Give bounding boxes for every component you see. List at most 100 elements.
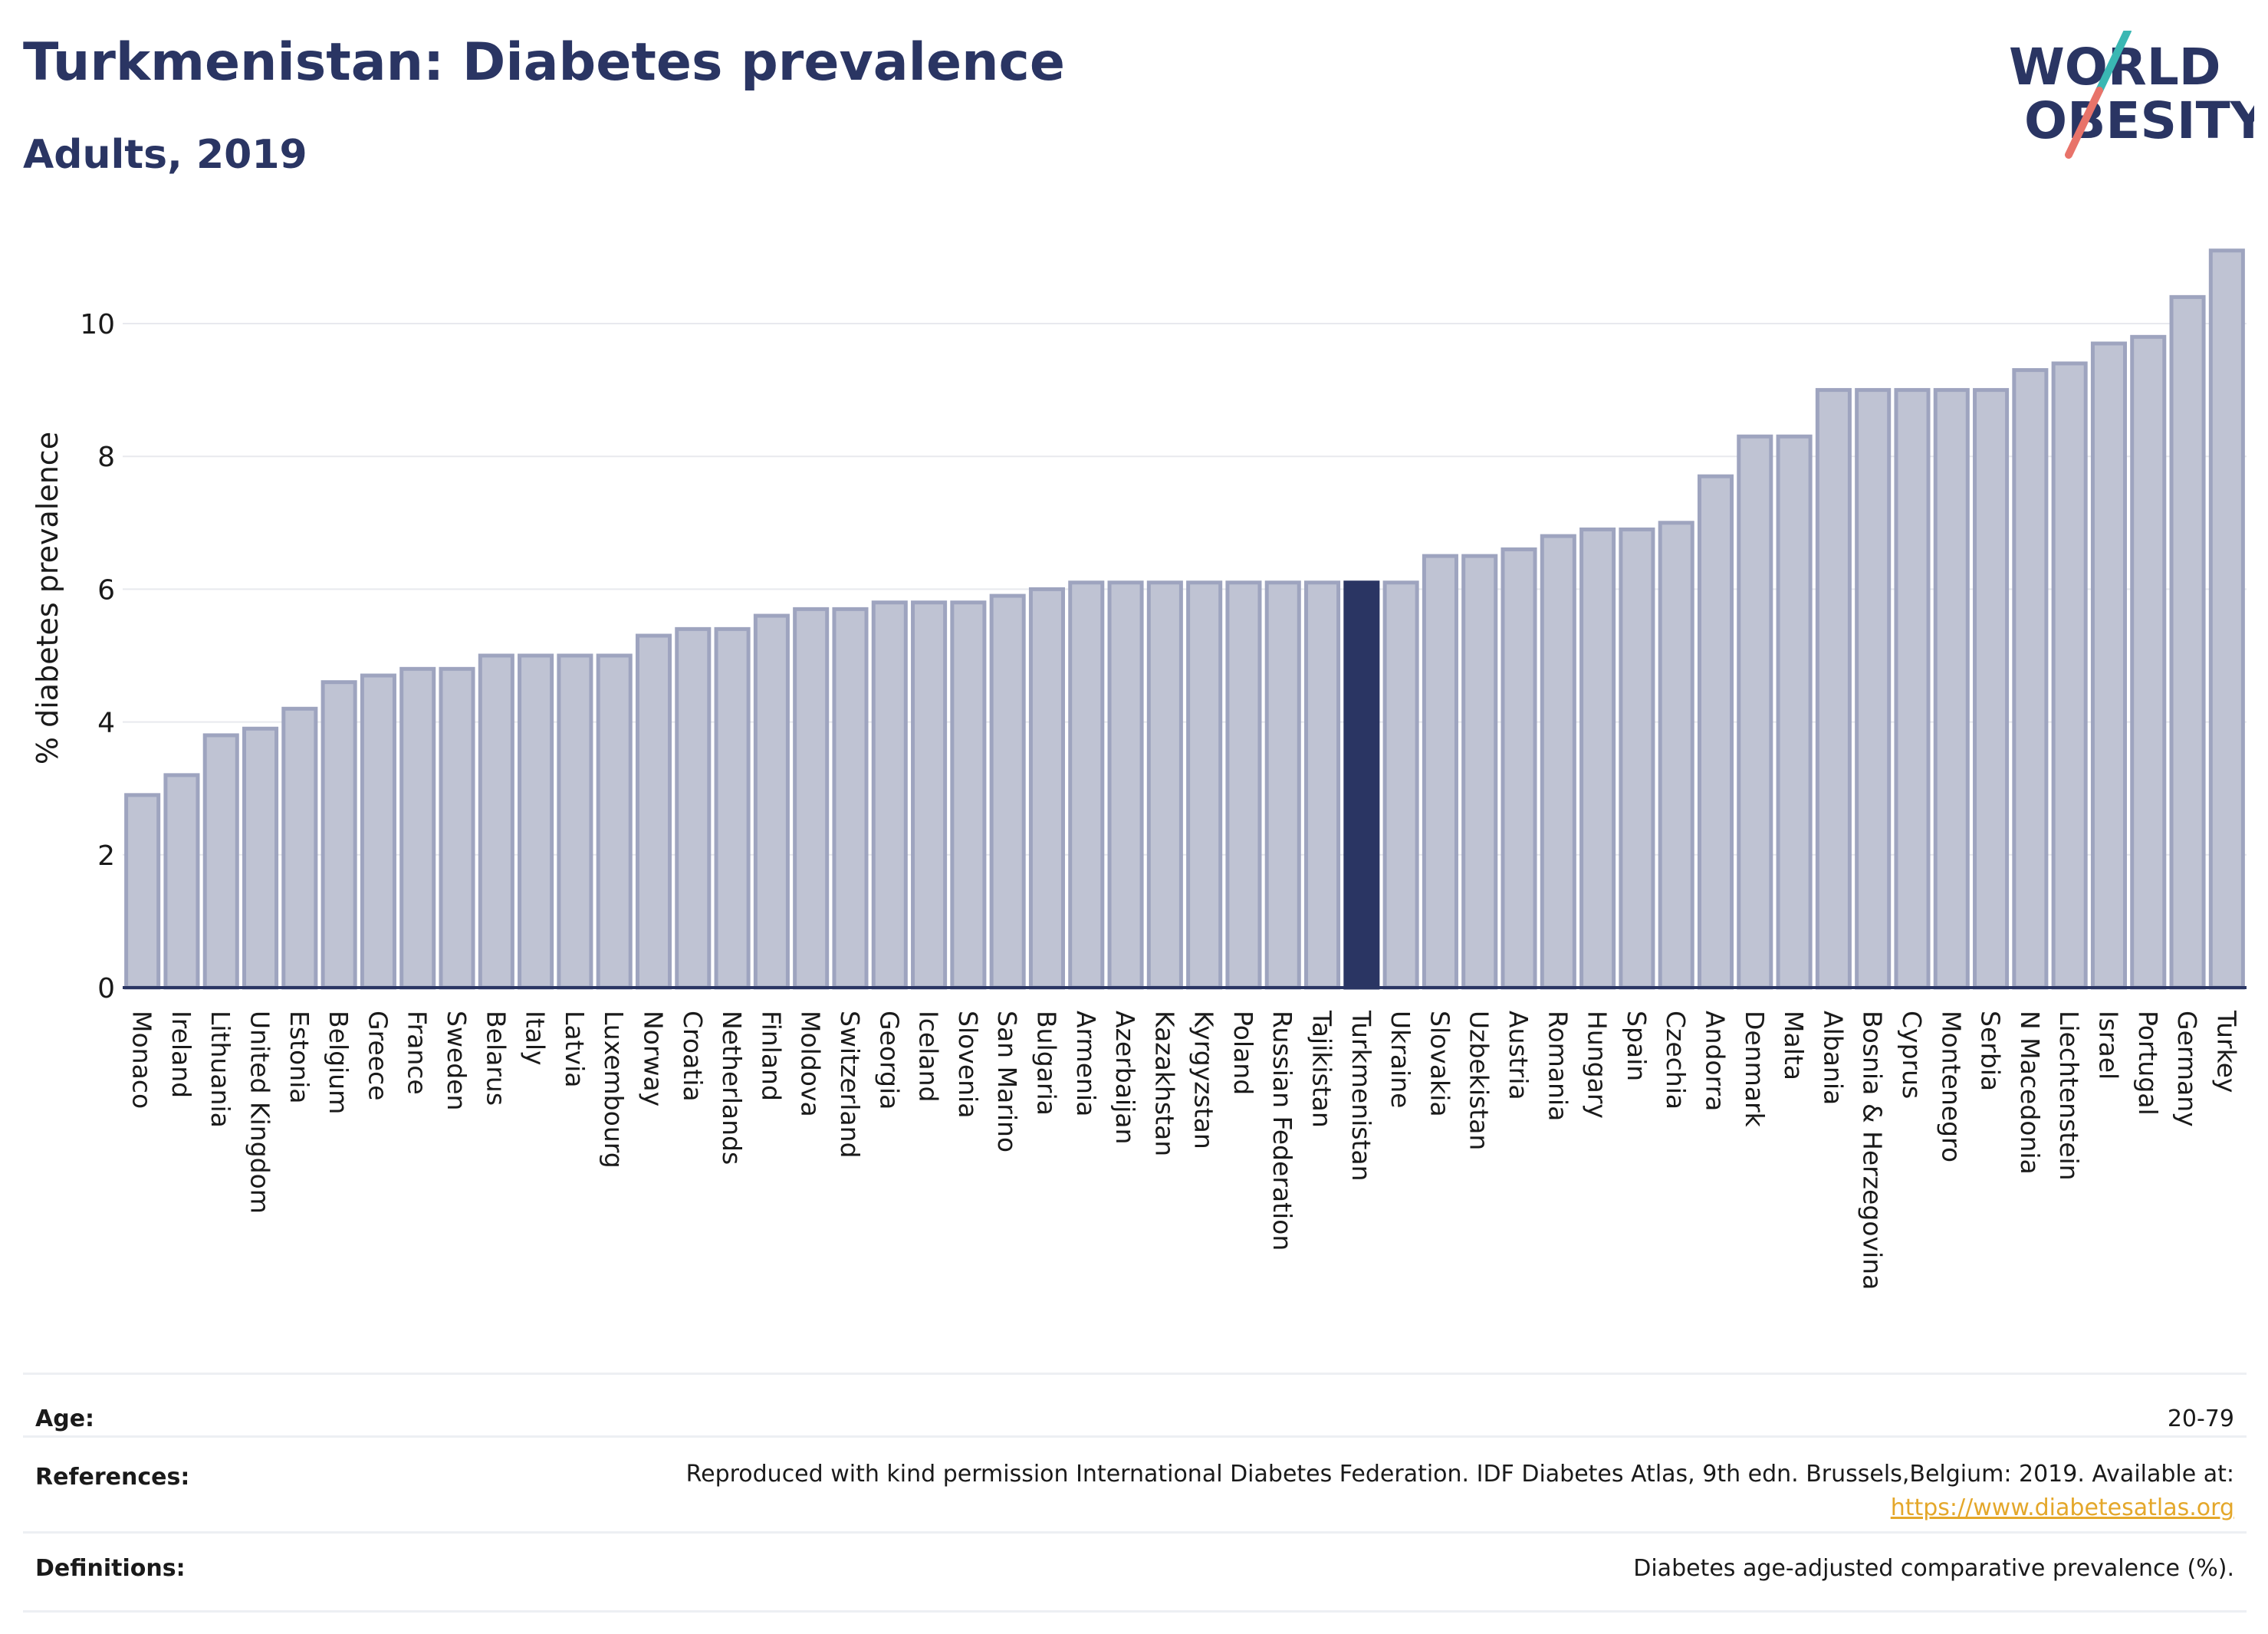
x-tick-label: Bosnia & Herzegovina (1858, 1011, 1888, 1290)
x-tick-label: Monaco (127, 1011, 157, 1109)
x-tick-label: San Marino (992, 1011, 1022, 1152)
references-link[interactable]: https://www.diabetesatlas.org (1890, 1494, 2234, 1521)
x-tick-label: Sweden (442, 1011, 472, 1110)
y-tick-label: 4 (97, 708, 115, 739)
bar[interactable] (596, 653, 633, 990)
bar[interactable] (635, 633, 672, 990)
definitions-label: Definitions: (35, 1555, 186, 1582)
x-tick-label: Czechia (1661, 1011, 1691, 1110)
x-tick-label: Kazakhstan (1149, 1011, 1179, 1156)
bar[interactable] (1776, 434, 1813, 990)
x-tick-label: Romania (1543, 1011, 1573, 1121)
bar[interactable] (1579, 527, 1616, 990)
x-tick-label: Belgium (324, 1011, 353, 1114)
bar[interactable] (714, 626, 751, 990)
y-tick-label: 10 (80, 309, 115, 340)
x-tick-label: France (403, 1011, 432, 1095)
x-tick-label: Turkmenistan (1346, 1010, 1376, 1182)
bar[interactable] (1619, 527, 1655, 990)
bar[interactable] (281, 706, 318, 990)
bar[interactable] (1028, 587, 1065, 990)
bar[interactable] (1737, 434, 1773, 990)
x-tick-label: Italy (521, 1011, 551, 1066)
bar[interactable] (1500, 547, 1537, 990)
x-tick-label: N Macedonia (2015, 1011, 2045, 1175)
bar[interactable] (1697, 474, 1734, 990)
x-tick-label: Malta (1779, 1011, 1809, 1080)
x-tick-label: Liechtenstein (2054, 1011, 2084, 1181)
x-tick-label: Tajikistan (1307, 1010, 1337, 1128)
bar[interactable] (439, 666, 475, 990)
bar[interactable] (478, 653, 514, 990)
definitions-row: Definitions: Diabetes age-adjusted compa… (23, 1531, 2247, 1613)
bar[interactable] (202, 733, 239, 990)
x-tick-label: Slovenia (953, 1011, 983, 1118)
x-tick-label: Portugal (2133, 1011, 2163, 1116)
x-tick-label: Austria (1504, 1011, 1533, 1100)
x-tick-label: Croatia (678, 1011, 708, 1102)
bar[interactable] (950, 600, 987, 990)
bar[interactable] (557, 653, 593, 990)
bar[interactable] (1068, 580, 1105, 990)
bar[interactable] (360, 673, 396, 990)
bar[interactable] (1855, 388, 1892, 990)
definitions-value: Diabetes age-adjusted comparative preval… (1633, 1555, 2234, 1582)
bar[interactable] (1422, 554, 1458, 990)
logo-slash-teal (2095, 31, 2132, 94)
x-tick-label: Germany (2172, 1011, 2202, 1127)
x-tick-label: Ukraine (1385, 1011, 1415, 1108)
bar[interactable] (1540, 534, 1576, 990)
bar[interactable] (163, 773, 200, 990)
y-axis-label: % diabetes prevalence (31, 432, 64, 764)
bar[interactable] (871, 600, 908, 990)
bar[interactable] (675, 626, 712, 990)
bar[interactable] (832, 607, 869, 990)
bar[interactable] (989, 593, 1026, 990)
bar[interactable] (1461, 554, 1498, 990)
bar[interactable] (399, 666, 436, 990)
bar[interactable] (320, 680, 357, 990)
x-tick-label: Estonia (284, 1011, 314, 1103)
y-tick-labels: 0 2 4 6 8 10 (80, 309, 115, 1004)
bar[interactable] (1815, 388, 1852, 990)
bar-chart: 0 2 4 6 8 10 Monaco Ireland Lithuania United Kin… (31, 248, 2247, 1290)
bar[interactable] (793, 607, 830, 990)
bar[interactable] (2130, 334, 2167, 990)
bar[interactable] (242, 726, 279, 990)
x-tick-label: Armenia (1071, 1011, 1101, 1116)
bar[interactable] (1933, 388, 1970, 990)
x-tick-label: Kyrgyzstan (1189, 1011, 1219, 1149)
bar[interactable] (518, 653, 554, 990)
bar[interactable] (1894, 388, 1931, 990)
bar[interactable] (1382, 580, 1419, 990)
x-tick-label: Andorra (1701, 1011, 1731, 1111)
x-tick-label: Israel (2093, 1011, 2123, 1080)
logo-slash-coral (2065, 87, 2103, 159)
age-label: Age: (35, 1406, 95, 1432)
bar[interactable] (124, 793, 161, 990)
bar[interactable] (1107, 580, 1144, 990)
x-tick-label: Albania (1818, 1011, 1848, 1105)
bar[interactable] (911, 600, 948, 990)
x-tick-label: Switzerland (835, 1011, 865, 1159)
bar[interactable] (2051, 361, 2088, 990)
bar[interactable] (1146, 580, 1183, 990)
references-text: Reproduced with kind permission Internat… (685, 1461, 2234, 1488)
x-tick-label: Greece (363, 1011, 393, 1100)
bar-highlighted[interactable] (1343, 580, 1380, 990)
world-obesity-logo[interactable]: WORLD OBESITY (2001, 31, 2254, 161)
bar[interactable] (753, 613, 790, 990)
bar[interactable] (2169, 294, 2206, 990)
bar[interactable] (2090, 341, 2127, 990)
y-tick-label: 6 (97, 574, 115, 606)
bar[interactable] (2208, 248, 2245, 990)
bar[interactable] (1264, 580, 1301, 990)
bar[interactable] (1304, 580, 1341, 990)
bar[interactable] (1658, 521, 1694, 990)
bar[interactable] (2012, 368, 2049, 990)
bar[interactable] (1225, 580, 1262, 990)
bar[interactable] (1186, 580, 1223, 990)
x-tick-label: Hungary (1583, 1011, 1612, 1119)
x-tick-label: Poland (1228, 1011, 1258, 1095)
bar[interactable] (1973, 388, 2010, 990)
